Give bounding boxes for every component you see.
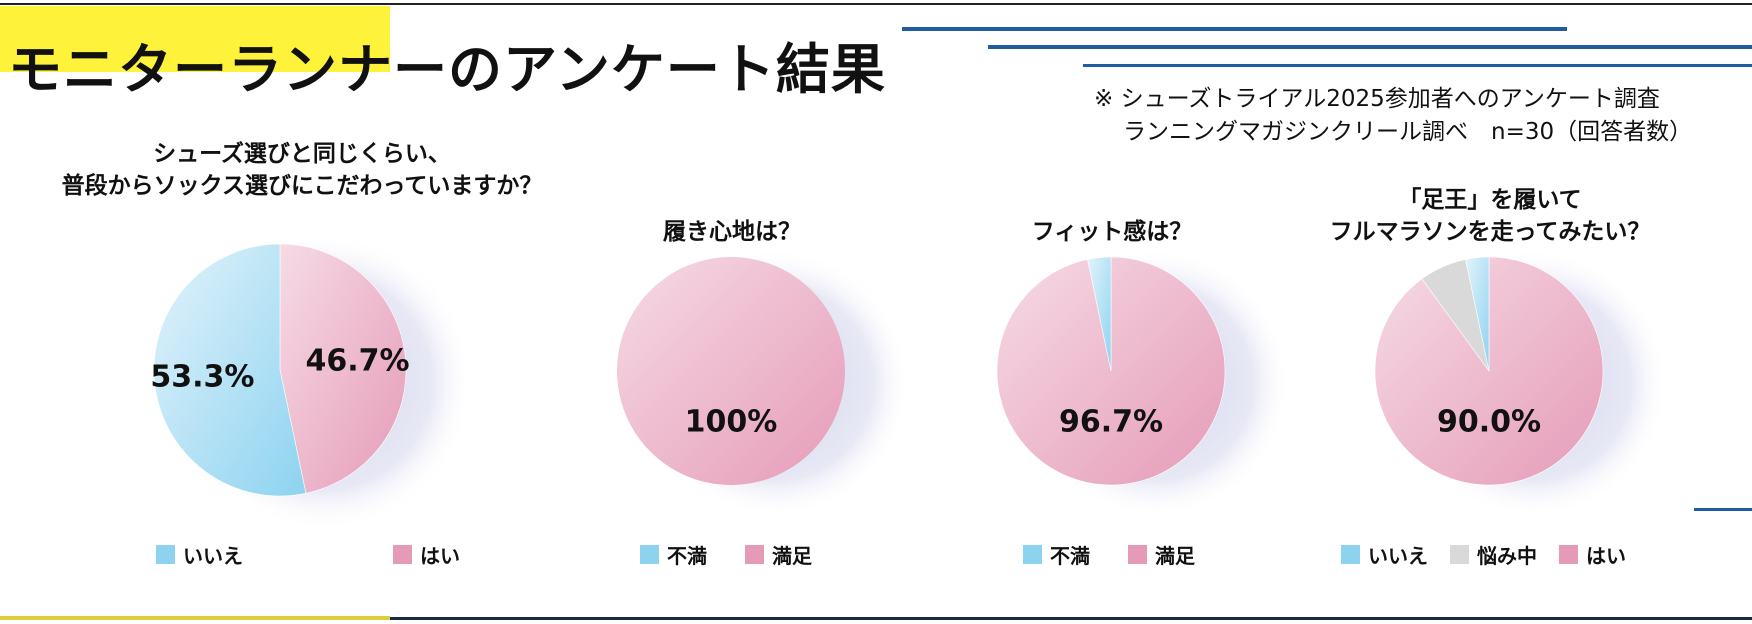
chart-1-title-line1: シューズ選びと同じくらい、 <box>153 141 451 167</box>
chart-3-legend-label-dissatisfied: 不満 <box>1050 544 1090 568</box>
chart-1-legend-swatch-no <box>156 545 175 564</box>
chart-2-title: 履き心地は？ <box>582 216 882 248</box>
chart-3-title: フィット感は？ <box>962 216 1262 248</box>
chart-2-title-line1: 履き心地は？ <box>663 219 801 245</box>
chart-1-legend-label-no: いいえ <box>183 544 243 568</box>
chart-2-legend-item-dissatisfied: 不満 <box>640 540 707 569</box>
chart-2-slice-1-label: 100% <box>685 405 778 440</box>
chart-4-legend-swatch-yes <box>1559 545 1578 564</box>
chart-3-slice-2 <box>1087 256 1112 372</box>
chart-3-pie: 96.7% <box>996 248 1291 518</box>
chart-4-legend-item-no: いいえ <box>1341 540 1428 569</box>
chart-1-slice-2-label: 53.3% <box>150 360 254 395</box>
bottom-rule <box>0 617 1752 620</box>
chart-3-legend-swatch-satisfied <box>1128 545 1147 564</box>
chart-2-slice-1 <box>617 257 845 485</box>
chart-4-title-line1: 「足王」を履いて <box>1398 187 1582 213</box>
chart-3-legend-item-satisfied: 満足 <box>1128 540 1195 569</box>
decor-line-3 <box>1083 64 1752 67</box>
decor-line-2 <box>988 45 1752 49</box>
bottom-rule-accent <box>0 616 390 620</box>
chart-2-legend-swatch-satisfied <box>745 545 764 564</box>
chart-4-legend-item-yes: はい <box>1559 540 1626 569</box>
chart-3-slice-1-label: 96.7% <box>1059 405 1163 440</box>
top-rule <box>0 3 1752 5</box>
chart-4-slice-3 <box>1465 256 1490 372</box>
chart-1-legend-label-yes: はい <box>420 544 460 568</box>
chart-4-slice-1-label: 90.0% <box>1437 405 1541 440</box>
chart-4-legend-swatch-undecided <box>1450 545 1469 564</box>
chart-4-legend-swatch-no <box>1341 545 1360 564</box>
chart-4-title-line2: フルマラソンを走ってみたい？ <box>1329 219 1651 245</box>
chart-1-title-line2: 普段からソックス選びにこだわっていますか？ <box>61 173 543 199</box>
chart-4-legend-item-undecided: 悩み中 <box>1450 540 1537 569</box>
chart-1-pie: 46.7% 53.3% <box>150 233 474 531</box>
chart-4-legend-label-yes: はい <box>1586 544 1626 568</box>
chart-2-legend: 不満 満足 <box>640 540 812 569</box>
chart-4-pie: 90.0% <box>1374 248 1669 518</box>
chart-1-legend: いいえ はい <box>156 540 460 569</box>
chart-1-slice-2 <box>153 243 307 497</box>
chart-3-title-line1: フィット感は？ <box>1031 219 1193 245</box>
chart-1-title: シューズ選びと同じくらい、 普段からソックス選びにこだわっていますか？ <box>0 138 604 202</box>
chart-3-legend-swatch-dissatisfied <box>1023 545 1042 564</box>
chart-4-legend-label-undecided: 悩み中 <box>1477 544 1537 568</box>
chart-1-legend-item-no: いいえ <box>156 540 243 569</box>
survey-note-line2: ランニングマガジンクリール調べ n=30（回答者数） <box>1123 119 1693 145</box>
chart-3-legend-label-satisfied: 満足 <box>1155 544 1195 568</box>
chart-1-legend-item-yes: はい <box>393 540 460 569</box>
chart-2-legend-swatch-dissatisfied <box>640 545 659 564</box>
chart-2-legend-item-satisfied: 満足 <box>745 540 812 569</box>
chart-2-legend-label-satisfied: 満足 <box>772 544 812 568</box>
chart-4-title: 「足王」を履いて フルマラソンを走ってみたい？ <box>1290 184 1690 248</box>
chart-1-legend-swatch-yes <box>393 545 412 564</box>
chart-3-legend-item-dissatisfied: 不満 <box>1023 540 1090 569</box>
survey-note-line1: ※ シューズトライアル2025参加者へのアンケート調査 <box>1094 86 1660 112</box>
chart-1-slice-1 <box>279 243 407 494</box>
title-highlight <box>0 6 390 72</box>
page-title: モニターランナーのアンケート結果 <box>8 38 886 101</box>
decor-line-4 <box>1694 508 1752 511</box>
chart-1-slice-1-label: 46.7% <box>306 343 410 378</box>
decor-line-1 <box>902 27 1567 31</box>
chart-4-legend: いいえ 悩み中 はい <box>1341 540 1626 569</box>
chart-4-legend-label-no: いいえ <box>1368 544 1428 568</box>
chart-2-legend-label-dissatisfied: 不満 <box>667 544 707 568</box>
chart-4-slice-1 <box>1374 256 1604 486</box>
chart-3-legend: 不満 満足 <box>1023 540 1195 569</box>
chart-2-pie: 100% <box>617 248 911 518</box>
